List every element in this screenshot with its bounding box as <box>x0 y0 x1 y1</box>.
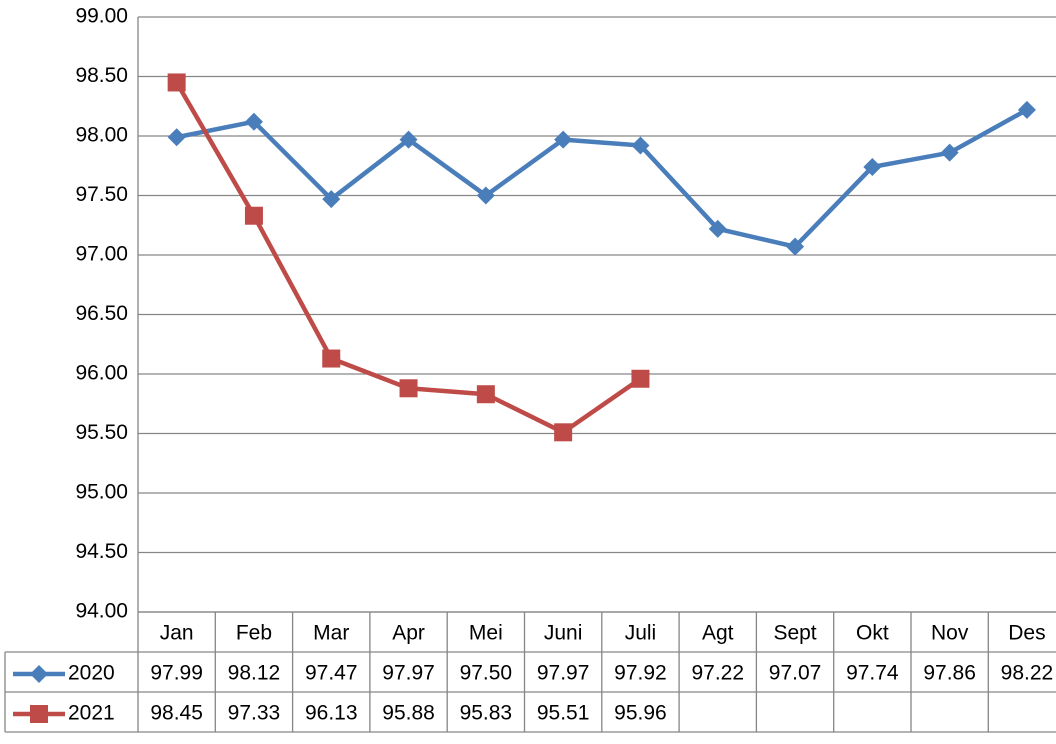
table-value: 97.74 <box>846 662 899 685</box>
x-tick-label: Feb <box>236 622 272 645</box>
x-tick-label: Juli <box>625 622 657 645</box>
y-tick-label: 95.00 <box>75 481 128 504</box>
x-tick-label: Agt <box>702 622 734 645</box>
marker <box>786 237 805 256</box>
marker <box>244 206 263 225</box>
legend-marker <box>30 705 48 723</box>
table-value: 97.47 <box>305 662 358 685</box>
marker <box>708 219 727 238</box>
y-tick-label: 95.50 <box>75 421 128 444</box>
table-value: 97.97 <box>382 662 435 685</box>
x-tick-label: Mei <box>469 622 503 645</box>
legend-label: 2021 <box>68 702 115 725</box>
marker <box>1017 100 1036 119</box>
x-tick-label: Nov <box>931 622 969 645</box>
marker <box>322 190 341 209</box>
legend-label: 2020 <box>68 662 115 685</box>
marker <box>399 130 418 149</box>
table-value: 97.86 <box>923 662 976 685</box>
x-tick-label: Des <box>1008 622 1045 645</box>
y-tick-label: 97.50 <box>75 183 128 206</box>
marker <box>167 73 186 92</box>
marker <box>940 143 959 162</box>
table-value: 95.83 <box>460 702 513 725</box>
marker <box>476 186 495 205</box>
table-value: 97.07 <box>769 662 822 685</box>
y-tick-label: 96.50 <box>75 302 128 325</box>
marker <box>399 379 418 398</box>
table-value: 95.88 <box>382 702 435 725</box>
y-tick-label: 94.00 <box>75 600 128 623</box>
x-tick-label: Mar <box>313 622 349 645</box>
table-value: 96.13 <box>305 702 358 725</box>
table-value: 97.22 <box>691 662 744 685</box>
series-line <box>176 107 1029 249</box>
marker <box>476 385 495 404</box>
y-tick-label: 98.00 <box>75 124 128 147</box>
table-value: 95.96 <box>614 702 667 725</box>
marker <box>322 349 341 368</box>
marker <box>244 112 263 131</box>
y-tick-label: 94.50 <box>75 540 128 563</box>
y-tick-label: 99.00 <box>75 5 128 28</box>
table-value: 98.45 <box>150 702 203 725</box>
table-value: 97.50 <box>460 662 513 685</box>
marker <box>631 136 650 155</box>
x-tick-label: Okt <box>856 622 889 645</box>
table-value: 97.33 <box>228 702 281 725</box>
marker <box>167 128 186 147</box>
table-value: 97.92 <box>614 662 667 685</box>
table-value: 97.97 <box>537 662 590 685</box>
marker <box>554 130 573 149</box>
x-tick-label: Apr <box>392 622 425 645</box>
x-tick-label: Jan <box>160 622 194 645</box>
marker <box>554 423 573 442</box>
y-tick-label: 96.00 <box>75 362 128 385</box>
marker <box>631 369 650 388</box>
x-tick-label: Juni <box>544 622 583 645</box>
y-tick-label: 97.00 <box>75 243 128 266</box>
table-value: 98.22 <box>1001 662 1054 685</box>
table-value: 95.51 <box>537 702 590 725</box>
legend-marker <box>30 665 48 683</box>
x-tick-label: Sept <box>773 622 816 645</box>
y-tick-label: 98.50 <box>75 64 128 87</box>
table-value: 97.99 <box>150 662 203 685</box>
table-value: 98.12 <box>228 662 281 685</box>
marker <box>863 157 882 176</box>
